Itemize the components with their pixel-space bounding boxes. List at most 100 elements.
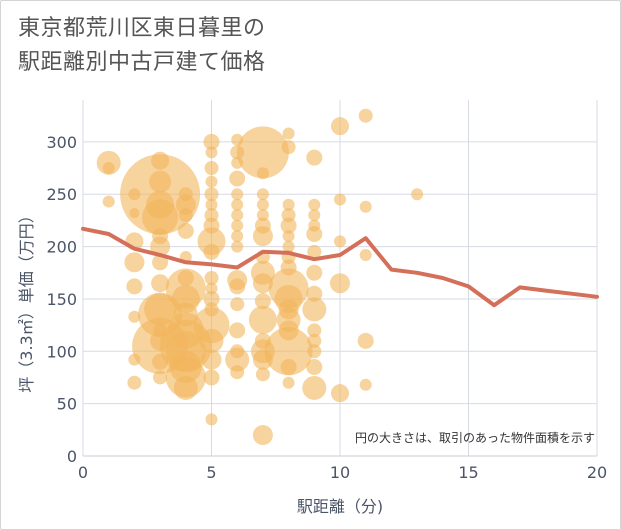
bubble-point: [281, 140, 296, 155]
bubble-point: [204, 187, 219, 202]
x-tick-label: 20: [587, 463, 607, 482]
bubble-layer: [96, 108, 424, 446]
y-tick-label: 0: [67, 447, 77, 466]
bubble-point: [173, 375, 198, 400]
x-axis-label: 駅距離（分): [297, 497, 383, 516]
y-tick-label: 150: [46, 290, 77, 309]
bubble-point: [255, 367, 270, 382]
bubble-point: [231, 198, 244, 211]
average-price-line: [81, 226, 599, 308]
bubble-point: [231, 230, 244, 243]
bubble-point: [331, 384, 349, 403]
bubble-point: [205, 175, 218, 188]
bubble-point: [152, 254, 169, 271]
bubble-point: [230, 365, 245, 380]
bubble-point: [359, 248, 372, 261]
bubble-point: [225, 347, 250, 372]
bubble-point: [330, 273, 350, 294]
bubble-point: [307, 323, 322, 338]
bubble-point: [282, 376, 295, 389]
bubble-point: [256, 209, 269, 222]
bubble-point: [331, 117, 349, 136]
bubble-point: [306, 359, 323, 375]
bubble-point: [142, 199, 179, 236]
bubble-point: [102, 162, 115, 175]
bubble-point: [357, 332, 374, 349]
bubble-point: [203, 369, 220, 386]
bubble-point: [178, 208, 193, 223]
bubble-point: [282, 198, 295, 211]
bubble-point: [204, 271, 219, 285]
x-tick-label: 5: [206, 463, 216, 482]
bubble-point: [230, 297, 245, 312]
bubble-point: [306, 285, 323, 302]
bubble-point: [307, 344, 322, 359]
y-tick-label: 50: [57, 395, 77, 414]
bubble-point: [256, 167, 269, 180]
bubble-point: [229, 170, 246, 187]
bubble-point: [252, 226, 273, 247]
bubble-point: [126, 278, 143, 295]
bubble-point: [306, 149, 323, 166]
bubble-point: [199, 328, 224, 353]
bubble-point: [124, 252, 145, 273]
bubble-point: [102, 195, 115, 208]
bubble-point: [359, 200, 372, 213]
bubble-point: [203, 133, 220, 150]
size-note: 円の大きさは、取引のあった物件面積を示す: [355, 430, 595, 445]
bubble-point: [254, 293, 271, 310]
x-tick-label: 0: [78, 463, 88, 482]
bubble-point: [231, 188, 244, 201]
bubble-point: [150, 236, 171, 257]
bubble-point: [231, 240, 244, 253]
bubble-point: [205, 282, 218, 295]
bubble-point: [359, 378, 372, 391]
bubble-point: [334, 235, 346, 248]
line-layer: [81, 226, 599, 308]
bubble-point: [201, 349, 222, 370]
bubble-point: [256, 188, 269, 201]
bubble-point: [127, 375, 142, 390]
bubble-point: [151, 274, 170, 293]
bubble-point: [411, 188, 424, 201]
bubble-point: [302, 297, 327, 322]
bubble-point: [358, 108, 373, 123]
bubble-point: [205, 198, 218, 211]
bubble-point: [252, 273, 273, 294]
bubble-point: [307, 244, 322, 259]
bubble-point: [256, 198, 269, 211]
bubble-point: [302, 375, 327, 400]
bubble-point: [175, 194, 196, 215]
bubble-point: [205, 413, 218, 426]
bubble-point: [282, 230, 295, 243]
bubble-point: [282, 240, 295, 253]
bubble-point: [203, 290, 220, 307]
bubble-point: [177, 222, 194, 239]
chart-title: 東京都荒川区東日暮里の 駅距離別中古戸建て価格: [18, 12, 438, 80]
bubble-point: [248, 305, 277, 334]
y-tick-label: 250: [46, 185, 77, 204]
bubble-point: [203, 243, 220, 260]
bubble-point: [282, 127, 295, 140]
bubble-point: [236, 126, 289, 179]
bubble-point: [231, 219, 244, 232]
bubble-point: [306, 264, 323, 281]
bubble-point: [153, 370, 168, 385]
bubble-point: [252, 425, 273, 446]
tick-layer: 0 50 100 150 200 250 300 0 5 10 15 20: [46, 133, 607, 482]
bubble-point: [231, 209, 244, 222]
bubble-point: [229, 278, 246, 295]
bubble-point: [204, 161, 219, 176]
y-tick-label: 200: [46, 238, 77, 257]
bubble-point: [229, 322, 246, 339]
bubble-point: [306, 226, 323, 243]
chart-title-line-2: 駅距離別中古戸建て価格: [18, 50, 266, 75]
y-tick-label: 100: [46, 342, 77, 361]
y-tick-label: 300: [46, 133, 77, 152]
bubble-point: [308, 198, 321, 211]
y-axis-label: 坪（3.3㎡）単価（万円）: [17, 207, 36, 392]
bubble-point: [205, 146, 218, 159]
x-tick-label: 15: [458, 463, 478, 482]
